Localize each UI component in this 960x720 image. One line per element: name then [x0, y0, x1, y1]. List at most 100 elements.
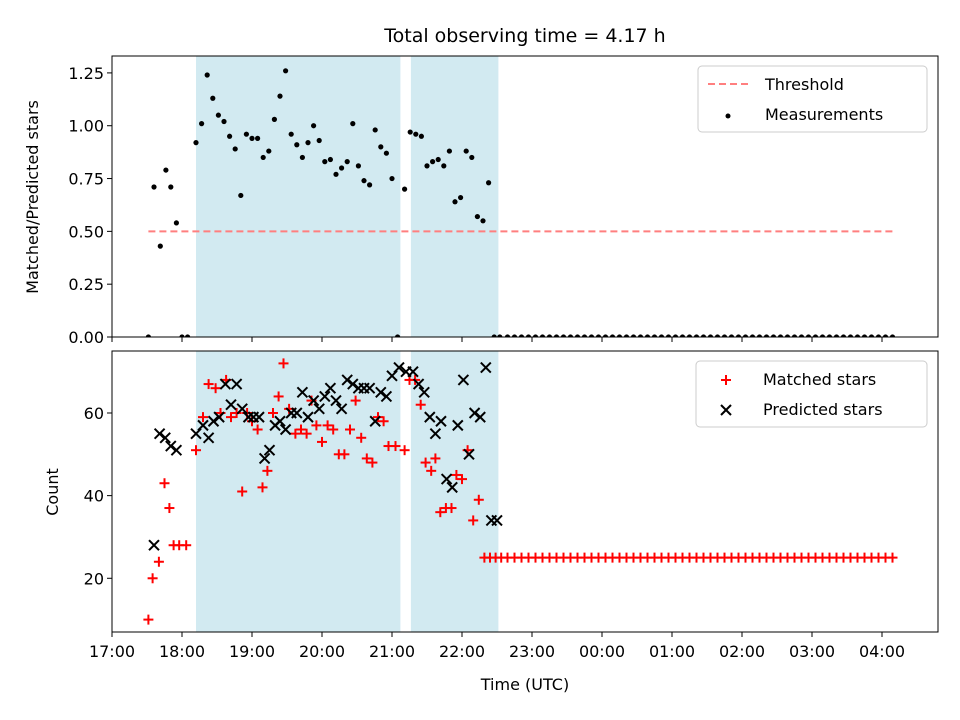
measurements-point: [333, 171, 339, 177]
measurements-point: [463, 148, 469, 154]
y-tick-label: 0.75: [68, 170, 104, 189]
measurements-point: [389, 175, 395, 182]
measurements-point: [407, 129, 413, 135]
matched-stars-point: [390, 441, 401, 452]
measurements-point: [665, 334, 672, 337]
predicted-stars-point: [435, 415, 447, 427]
matched-stars-point: [191, 445, 201, 456]
measurements-point: [623, 334, 630, 337]
legend-threshold-label: Threshold: [764, 75, 844, 94]
predicted-stars-point: [335, 403, 348, 415]
measurements-point: [210, 95, 216, 101]
matched-stars-point: [203, 379, 214, 390]
measurements-point: [260, 154, 266, 161]
measurements-point: [424, 163, 430, 169]
measurements-point: [491, 334, 497, 337]
matched-stars-point: [339, 449, 350, 460]
predicted-stars-point: [418, 386, 430, 399]
predicted-stars-point: [236, 403, 248, 415]
measurements-point: [595, 334, 602, 337]
predicted-stars-point: [202, 432, 215, 444]
measurements-point: [574, 334, 581, 337]
predicted-stars-point: [319, 390, 331, 403]
measurements-point: [441, 163, 447, 169]
matched-stars-point: [210, 383, 221, 394]
matched-stars-point: [317, 436, 327, 447]
measurements-point: [875, 334, 882, 337]
predicted-stars-point: [258, 452, 271, 465]
measurements-point: [553, 334, 560, 337]
predicted-stars-point: [363, 382, 376, 394]
y-tick-label: 60: [84, 404, 104, 423]
predicted-stars-point: [242, 411, 255, 423]
measurements-point: [756, 334, 763, 337]
measurements-point: [168, 184, 174, 190]
measurements-point: [721, 334, 728, 337]
matched-stars-point: [268, 407, 278, 418]
measurements-point: [602, 334, 609, 337]
measurements-point: [395, 334, 401, 337]
matched-stars-point: [147, 573, 158, 584]
measurements-point: [812, 334, 819, 337]
measurements-point: [525, 334, 532, 337]
predicted-stars-point: [197, 419, 209, 432]
measurements-point: [840, 334, 847, 337]
measurements-point: [504, 334, 511, 337]
legend-predicted-label: Predicted stars: [763, 400, 883, 419]
predicted-stars-point: [480, 361, 492, 374]
x-tick-label: 03:00: [789, 642, 835, 661]
matched-stars-point: [415, 399, 426, 410]
x-tick-label: 04:00: [859, 642, 905, 661]
legend-predicted-swatch: [720, 404, 732, 416]
predicted-stars-point: [347, 378, 359, 390]
measurements-point: [299, 154, 305, 161]
measurements-point: [316, 137, 322, 144]
predicted-stars-point: [457, 374, 470, 386]
legend-matched-label: Matched stars: [763, 370, 876, 389]
measurements-point: [402, 186, 408, 192]
measurements-point: [151, 184, 157, 190]
predicted-stars-point: [380, 390, 393, 403]
measurements-point: [327, 156, 333, 163]
y-tick-label: 1.25: [68, 64, 104, 83]
measurements-point: [372, 127, 378, 133]
y-tick-label: 20: [84, 569, 104, 588]
y-tick-label: 0.50: [68, 222, 104, 241]
matched-stars-point: [143, 614, 154, 625]
observing-interval-1: [196, 351, 401, 632]
measurements-point: [232, 146, 238, 152]
x-axis-label: Time (UTC): [480, 675, 569, 694]
x-tick-label: 21:00: [369, 642, 415, 661]
matched-stars-point: [153, 556, 164, 567]
matched-stars-point: [356, 432, 367, 443]
measurements-point: [644, 334, 651, 337]
matched-stars-point: [451, 469, 462, 480]
observing-interval-2: [410, 351, 499, 632]
measurements-point: [889, 334, 896, 337]
measurements-point: [458, 194, 464, 201]
measurements-point: [588, 334, 595, 337]
predicted-stars-point: [375, 386, 387, 399]
measurements-point: [560, 334, 567, 337]
predicted-stars-point: [153, 427, 166, 440]
observing-interval-1: [196, 56, 401, 337]
measurements-point: [532, 334, 539, 337]
x-tick-label: 00:00: [579, 642, 625, 661]
x-tick-label: 23:00: [509, 642, 555, 661]
predicted-stars-point: [452, 419, 464, 432]
measurements-point: [157, 243, 163, 249]
matched-stars-point: [345, 424, 355, 435]
bottom-y-axis-label: Count: [43, 468, 62, 516]
measurements-point: [215, 112, 221, 118]
bottom-legend: Matched stars Predicted stars: [695, 360, 928, 428]
matched-stars-point: [237, 486, 248, 497]
predicted-stars-point: [446, 481, 458, 494]
predicted-stars-point: [207, 415, 220, 427]
matched-stars-point: [198, 412, 208, 423]
measurements-point: [243, 131, 249, 137]
matched-stars-point: [361, 453, 372, 464]
y-tick-label: 1.00: [68, 117, 104, 136]
matched-stars-point: [159, 478, 170, 489]
measurements-point: [672, 334, 679, 337]
